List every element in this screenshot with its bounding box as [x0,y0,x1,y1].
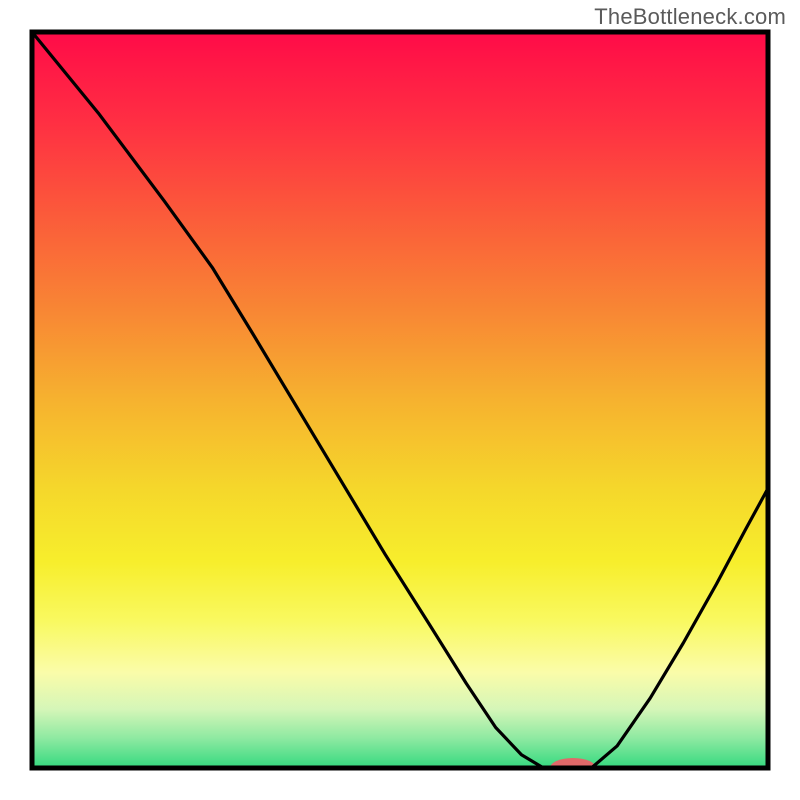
bottleneck-chart [0,0,800,800]
chart-container: TheBottleneck.com [0,0,800,800]
chart-plot-background [32,32,768,768]
watermark-text: TheBottleneck.com [594,4,786,30]
